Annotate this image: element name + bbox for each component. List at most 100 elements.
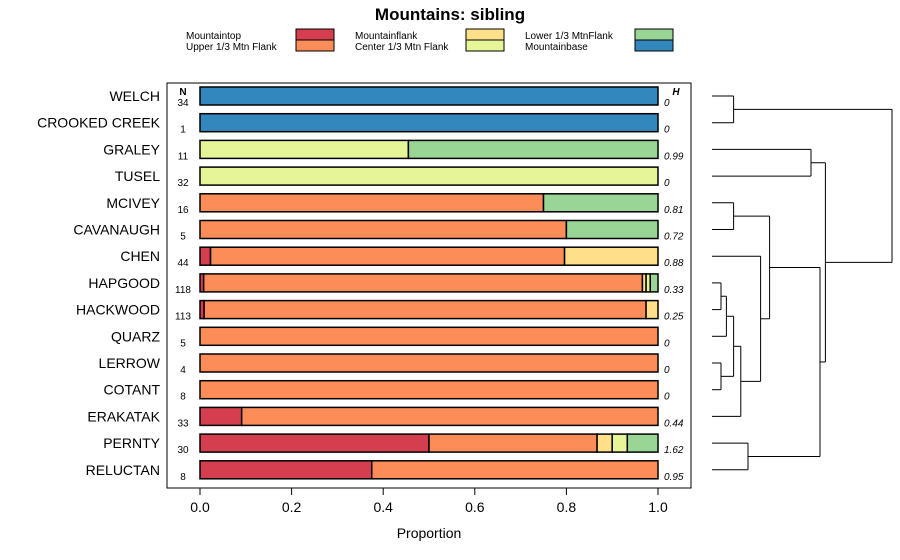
bar-segment: [649, 273, 659, 293]
n-value: 118: [175, 285, 191, 296]
bar-segment: [199, 166, 659, 186]
h-value: 0: [664, 125, 670, 136]
bar-segment: [428, 433, 598, 453]
bar-segment: [199, 219, 568, 240]
chart-title: Mountains: sibling: [375, 5, 525, 24]
bar-segment: [371, 460, 659, 480]
n-value: 5: [180, 338, 186, 349]
row-label: COTANT: [103, 382, 160, 398]
n-value: 113: [175, 312, 191, 323]
x-axis-title: Proportion: [397, 525, 462, 541]
row-label: MCIVEY: [106, 195, 160, 211]
legend-label: Lower 1/3 MtnFlank: [525, 31, 614, 42]
row-label: HAPGOOD: [88, 275, 160, 291]
bar-segment: [199, 326, 659, 347]
h-value: 1.62: [664, 445, 684, 456]
bar-segment: [565, 219, 659, 240]
bar-segment: [645, 299, 659, 320]
bar-segment: [199, 406, 243, 427]
legend-swatch: [465, 28, 505, 41]
n-value: 44: [177, 258, 189, 269]
x-tick-label: 0.4: [373, 499, 393, 515]
h-value: 0.88: [664, 258, 684, 269]
h-value: 0: [664, 338, 670, 349]
row-label: GRALEY: [103, 141, 160, 157]
h-value: 0.72: [664, 232, 684, 243]
x-tick-label: 0.2: [282, 499, 302, 515]
h-value: 0.99: [664, 151, 684, 162]
x-tick-label: 0.6: [465, 499, 485, 515]
legend-swatch: [295, 39, 335, 52]
row-label: TUSEL: [115, 168, 160, 184]
bar-segment: [203, 299, 647, 320]
legend-label: Center 1/3 Mtn Flank: [355, 42, 449, 53]
n-value: 34: [177, 98, 189, 109]
h-column-header: H: [672, 87, 680, 98]
legend-label: Mountaintop: [186, 31, 241, 42]
row-label: QUARZ: [111, 328, 160, 344]
n-value: 1: [180, 125, 186, 136]
bar-segment: [240, 406, 659, 427]
n-value: 4: [180, 365, 186, 376]
n-value: 5: [180, 232, 186, 243]
x-tick-label: 1.0: [648, 499, 668, 515]
legend-swatch: [634, 28, 674, 41]
bar-rows: WELCH 34 0 CROOKED CREEK 1 0 GRALEY 11 0.99 TUSEL…: [37, 86, 684, 483]
n-value: 8: [180, 392, 186, 403]
n-value: 30: [177, 445, 189, 456]
row-label: CHEN: [120, 248, 160, 264]
h-value: 0.44: [664, 418, 684, 429]
row-label: ERAKATAK: [87, 408, 160, 424]
row-label: RELUCTAN: [86, 462, 160, 478]
legend-label: Mountainbase: [525, 42, 588, 53]
row-label: HACKWOOD: [76, 302, 160, 318]
bar-segment: [407, 139, 659, 160]
h-value: 0.25: [664, 312, 684, 323]
n-column-header: N: [179, 87, 186, 98]
bar-segment: [563, 246, 659, 266]
row-label: WELCH: [109, 88, 160, 104]
bar-segment: [202, 273, 644, 293]
dendrogram: [712, 95, 893, 471]
h-value: 0: [664, 365, 670, 376]
h-value: 0: [664, 98, 670, 109]
row-label: PERNTY: [103, 435, 160, 451]
n-value: 8: [180, 472, 186, 483]
bar-segment: [209, 246, 566, 266]
bar-segment: [199, 86, 659, 106]
legend-label: Upper 1/3 Mtn Flank: [186, 42, 278, 53]
row-label: LERROW: [99, 355, 161, 371]
x-tick-label: 0.0: [190, 499, 210, 515]
n-value: 33: [177, 418, 189, 429]
bar-segment: [199, 112, 659, 133]
h-value: 0.81: [664, 205, 683, 216]
bar-segment: [626, 433, 659, 453]
bar-segment: [542, 193, 659, 213]
legend-swatch: [295, 28, 335, 41]
bar-segment: [199, 193, 545, 213]
n-value: 11: [178, 151, 189, 162]
n-value: 32: [177, 178, 189, 189]
row-label: CAVANAUGH: [73, 222, 160, 238]
h-value: 0.95: [664, 472, 684, 483]
legend-label: Mountainflank: [355, 31, 418, 42]
bar-segment: [199, 139, 410, 160]
legend-swatch: [634, 39, 674, 52]
bar-segment: [611, 433, 629, 453]
x-axis: 0.0 0.2 0.4 0.6 0.8 1.0: [190, 488, 668, 515]
bar-segment: [199, 433, 430, 453]
bar-segment: [199, 353, 659, 373]
row-label: CROOKED CREEK: [37, 115, 161, 131]
h-value: 0: [664, 178, 670, 189]
n-value: 16: [177, 205, 189, 216]
bar-segment: [199, 379, 659, 400]
bar-segment: [199, 460, 373, 480]
bar-segment: [199, 246, 212, 266]
bar-segment: [596, 433, 613, 453]
legend-swatch: [465, 39, 505, 52]
plot-frame: [166, 82, 692, 489]
x-tick-label: 0.8: [557, 499, 577, 515]
h-value: 0.33: [664, 285, 684, 296]
